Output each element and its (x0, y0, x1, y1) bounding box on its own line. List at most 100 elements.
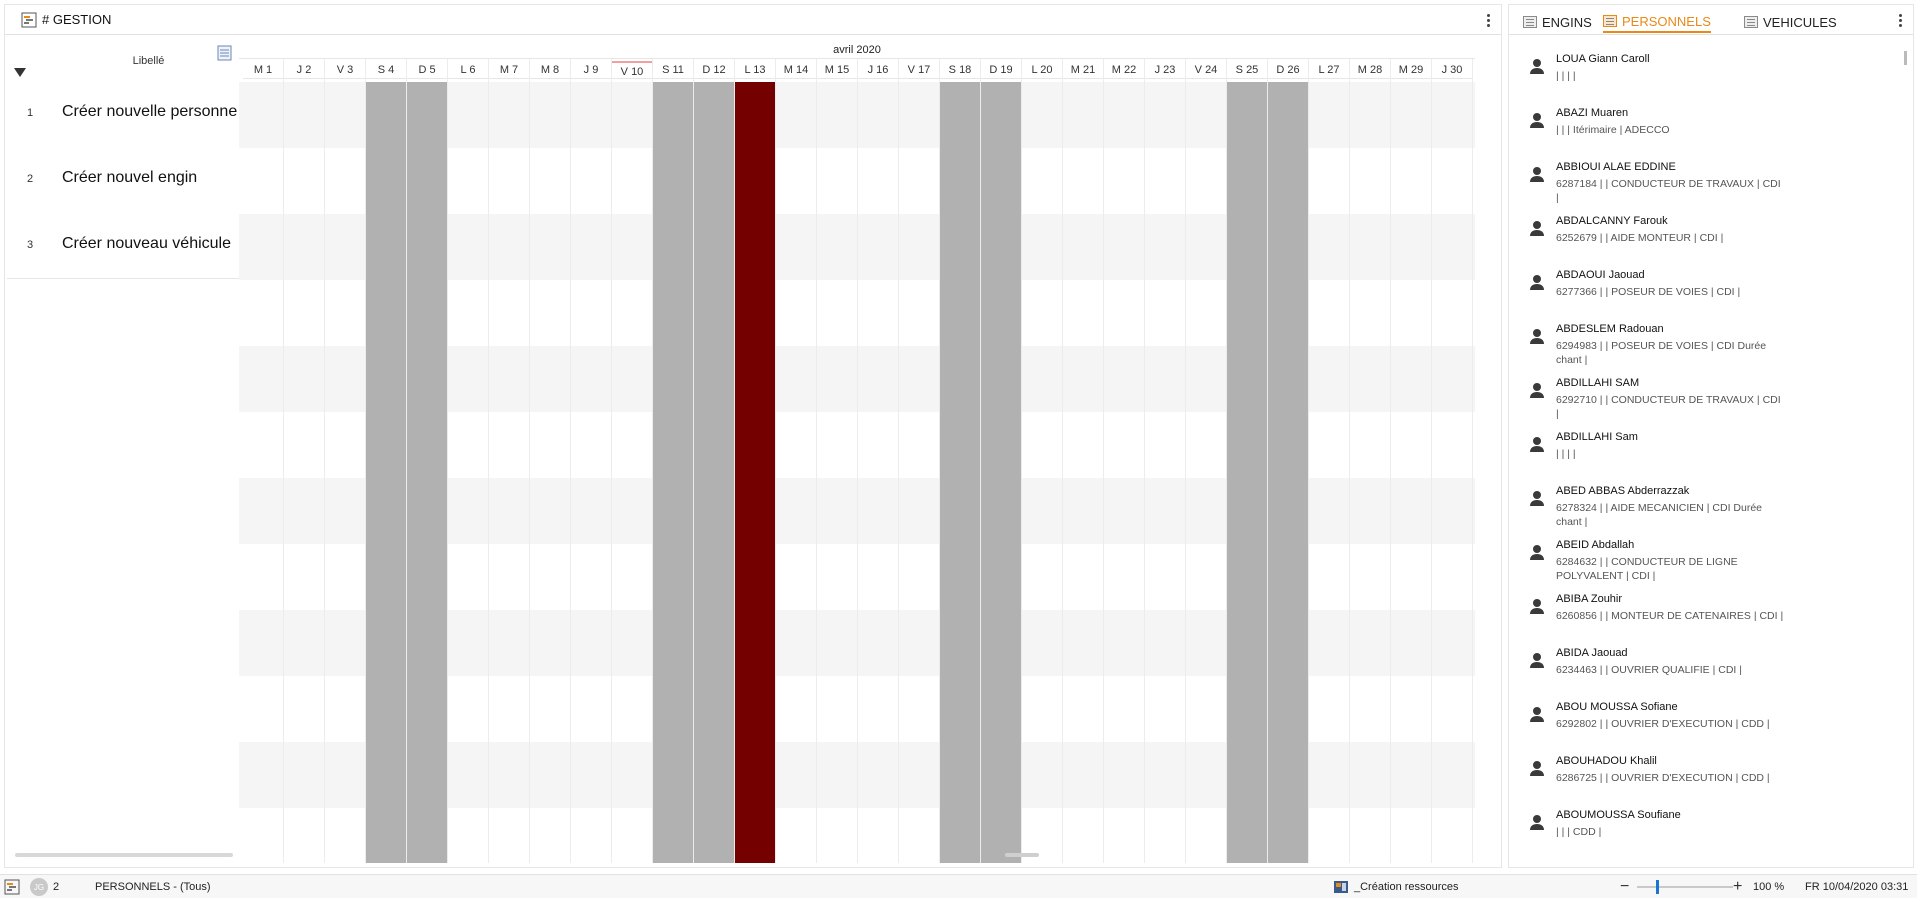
zoom-slider[interactable] (1637, 886, 1733, 888)
table-row[interactable]: 1 Créer nouvelle personne (7, 81, 239, 147)
resource-item[interactable]: ABDESLEM Radouan 6294983 | | POSEUR DE VO… (1521, 323, 1901, 377)
resource-item[interactable]: ABOUMOUSSA Soufiane | | | CDD | (1521, 809, 1901, 863)
day-cell[interactable] (940, 82, 980, 863)
day-column[interactable]: L 6 (448, 59, 489, 863)
user-badge[interactable]: JG (30, 875, 48, 898)
collapse-arrow-icon[interactable] (14, 68, 26, 77)
resource-item[interactable]: LOUA Giann Caroll | | | | (1521, 53, 1901, 107)
day-cell[interactable] (1432, 82, 1472, 863)
resource-list[interactable]: LOUA Giann Caroll | | | | ABAZI Muaren | | … (1509, 41, 1913, 863)
day-column[interactable]: L 13 (735, 59, 776, 863)
day-column[interactable]: V 10 (612, 59, 653, 863)
day-column[interactable]: J 30 (1432, 59, 1473, 863)
resource-item[interactable]: ABIBA Zouhir 6260856 | | MONTEUR DE CATEN… (1521, 593, 1901, 647)
day-column[interactable]: M 22 (1104, 59, 1145, 863)
day-column[interactable]: D 12 (694, 59, 735, 863)
row-label[interactable]: Créer nouveau véhicule (62, 235, 231, 252)
creation-icon[interactable] (1333, 875, 1349, 898)
day-cell[interactable] (1104, 82, 1144, 863)
day-cell[interactable] (366, 82, 406, 863)
gantt-status-icon[interactable] (4, 875, 20, 898)
horizontal-scrollbar[interactable] (15, 853, 233, 857)
column-settings-icon[interactable] (217, 45, 232, 61)
day-cell[interactable] (407, 82, 447, 863)
day-column[interactable]: J 9 (571, 59, 612, 863)
zoom-slider-thumb[interactable] (1656, 880, 1659, 894)
day-cell[interactable] (776, 82, 816, 863)
grid-scrollbar[interactable] (1005, 853, 1039, 857)
day-cell[interactable] (1186, 82, 1226, 863)
resource-item[interactable]: ABOU MOUSSA Sofiane 6292802 | | OUVRIER D… (1521, 701, 1901, 755)
day-cell[interactable] (653, 82, 693, 863)
day-column[interactable]: S 11 (653, 59, 694, 863)
resource-item[interactable]: ABBIOUI ALAE EDDINE 6287184 | | CONDUCTEU… (1521, 161, 1901, 215)
tab-engins[interactable]: ENGINS (1523, 11, 1592, 33)
table-row[interactable]: 3 Créer nouveau véhicule (7, 213, 239, 279)
day-column[interactable]: D 19 (981, 59, 1022, 863)
table-row[interactable]: 2 Créer nouvel engin (7, 147, 239, 213)
day-column[interactable]: D 5 (407, 59, 448, 863)
day-column[interactable]: D 26 (1268, 59, 1309, 863)
day-cell[interactable] (1350, 82, 1390, 863)
day-column[interactable]: V 17 (899, 59, 940, 863)
day-cell[interactable] (817, 82, 857, 863)
resource-item[interactable]: ABDILLAHI SAM 6292710 | | CONDUCTEUR DE T… (1521, 377, 1901, 431)
resource-item[interactable]: ABDAOUI Jaouad 6277366 | | POSEUR DE VOIE… (1521, 269, 1901, 323)
day-column[interactable]: S 25 (1227, 59, 1268, 863)
day-column[interactable]: M 15 (817, 59, 858, 863)
vertical-scrollbar[interactable] (1904, 51, 1907, 65)
libelle-column-header[interactable]: Libellé (132, 55, 165, 67)
resource-item[interactable]: ABOUHADOU Khalil 6286725 | | OUVRIER D'EX… (1521, 755, 1901, 809)
resource-item[interactable]: ABEID Abdallah 6284632 | | CONDUCTEUR DE … (1521, 539, 1901, 593)
day-column[interactable]: V 3 (325, 59, 366, 863)
day-cell[interactable] (1022, 82, 1062, 863)
row-label[interactable]: Créer nouvelle personne (62, 103, 238, 120)
day-cell[interactable] (284, 82, 324, 863)
day-cell[interactable] (1063, 82, 1103, 863)
day-column[interactable]: M 21 (1063, 59, 1104, 863)
day-column[interactable]: J 23 (1145, 59, 1186, 863)
day-cell[interactable] (1268, 82, 1308, 863)
day-cell[interactable] (571, 82, 611, 863)
day-cell[interactable] (694, 82, 734, 863)
day-cell[interactable] (612, 82, 652, 863)
day-column[interactable]: J 2 (284, 59, 325, 863)
day-column[interactable]: S 4 (366, 59, 407, 863)
day-cell[interactable] (448, 82, 488, 863)
day-cell[interactable] (981, 82, 1021, 863)
day-cell[interactable] (899, 82, 939, 863)
zoom-in-icon[interactable]: + (1733, 878, 1743, 895)
resource-item[interactable]: ABDILLAHI Sam | | | | (1521, 431, 1901, 485)
more-options-icon[interactable] (1479, 9, 1497, 31)
day-column[interactable]: L 20 (1022, 59, 1063, 863)
day-column[interactable]: V 24 (1186, 59, 1227, 863)
day-cell[interactable] (489, 82, 529, 863)
day-column[interactable]: M 14 (776, 59, 817, 863)
day-column[interactable]: S 18 (940, 59, 981, 863)
day-column[interactable]: M 28 (1350, 59, 1391, 863)
day-cell[interactable] (1391, 82, 1431, 863)
day-column[interactable]: J 16 (858, 59, 899, 863)
day-column[interactable]: M 7 (489, 59, 530, 863)
status-filter[interactable]: PERSONNELS - (Tous) (95, 881, 211, 893)
resource-item[interactable]: ABIDA Jaouad 6234463 | | OUVRIER QUALIFIE… (1521, 647, 1901, 701)
day-cell[interactable] (1145, 82, 1185, 863)
day-column[interactable]: M 29 (1391, 59, 1432, 863)
tab-vehicules[interactable]: VEHICULES (1744, 11, 1837, 33)
zoom-out-icon[interactable]: − (1620, 878, 1630, 895)
more-options-icon[interactable] (1891, 9, 1909, 31)
resource-item[interactable]: ABDALCANNY Farouk 6252679 | | AIDE MONTEU… (1521, 215, 1901, 269)
day-cell[interactable] (530, 82, 570, 863)
day-column[interactable]: L 27 (1309, 59, 1350, 863)
row-label[interactable]: Créer nouvel engin (62, 169, 198, 186)
day-cell[interactable] (1227, 82, 1267, 863)
resource-item[interactable]: ABED ABBAS Abderrazzak 6278324 | | AIDE M… (1521, 485, 1901, 539)
day-cell[interactable] (735, 82, 775, 863)
status-action[interactable]: _Création ressources (1354, 881, 1459, 893)
resource-item[interactable]: ABAZI Muaren | | | Itérimaire | ADECCO (1521, 107, 1901, 161)
day-column[interactable]: M 8 (530, 59, 571, 863)
day-cell[interactable] (1309, 82, 1349, 863)
tab-personnels[interactable]: PERSONNELS (1603, 11, 1711, 33)
day-cell[interactable] (243, 82, 283, 863)
